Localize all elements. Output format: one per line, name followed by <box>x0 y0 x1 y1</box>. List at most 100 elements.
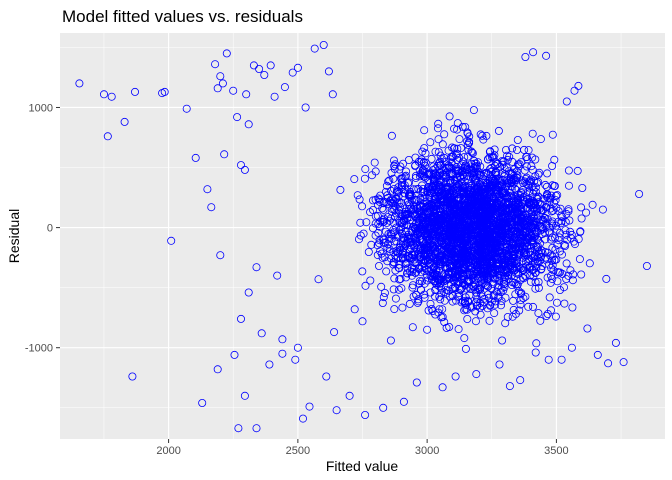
data-point <box>513 202 522 211</box>
data-point <box>573 166 582 175</box>
data-point <box>485 153 494 162</box>
data-point <box>417 181 426 190</box>
data-point <box>386 336 395 345</box>
data-point <box>371 167 380 176</box>
data-point <box>377 282 386 291</box>
data-point <box>526 262 535 271</box>
data-point <box>535 249 544 258</box>
data-point <box>486 203 495 212</box>
data-point <box>434 171 443 180</box>
data-point <box>427 154 436 163</box>
x-tick-label: 3500 <box>544 445 568 457</box>
data-point <box>522 214 531 223</box>
data-point <box>467 259 476 268</box>
data-point <box>550 256 559 265</box>
data-point <box>410 195 419 204</box>
data-point <box>435 218 444 227</box>
data-point <box>532 242 541 251</box>
data-point <box>429 242 438 251</box>
data-point <box>474 286 483 295</box>
data-point <box>490 274 499 283</box>
data-point <box>477 193 486 202</box>
data-point <box>378 218 387 227</box>
data-point <box>413 240 422 249</box>
data-point <box>494 126 503 135</box>
data-point <box>431 286 440 295</box>
data-point <box>485 264 494 273</box>
data-point <box>354 235 363 244</box>
data-point <box>536 316 545 325</box>
data-point <box>537 206 546 215</box>
data-point <box>503 151 512 160</box>
data-point <box>280 83 289 92</box>
data-point <box>521 215 530 224</box>
data-point <box>361 281 370 290</box>
data-point <box>560 283 569 292</box>
data-point <box>470 156 479 165</box>
data-point <box>213 365 222 374</box>
data-point <box>265 360 274 369</box>
data-point <box>336 185 345 194</box>
data-point <box>420 290 429 299</box>
data-point <box>514 208 523 217</box>
data-point <box>463 276 472 285</box>
data-point <box>452 203 461 212</box>
data-point <box>512 258 521 267</box>
data-point <box>528 165 537 174</box>
data-point <box>451 372 460 381</box>
data-point <box>501 239 510 248</box>
data-point <box>438 383 447 392</box>
data-point <box>454 218 463 227</box>
data-point <box>505 261 514 270</box>
data-point <box>498 336 507 345</box>
data-point <box>456 227 465 236</box>
data-point <box>582 208 591 217</box>
data-point <box>487 168 496 177</box>
data-point <box>445 223 454 232</box>
data-point <box>481 271 490 280</box>
data-point <box>520 166 529 175</box>
data-point <box>431 254 440 263</box>
data-point <box>421 149 430 158</box>
data-point <box>128 372 137 381</box>
data-point <box>405 201 414 210</box>
data-point <box>240 391 249 400</box>
x-tick-label: 2000 <box>156 445 180 457</box>
data-point <box>441 255 450 264</box>
data-point <box>522 162 531 171</box>
data-point <box>478 131 487 140</box>
data-point <box>577 270 586 279</box>
data-point <box>480 244 489 253</box>
data-point <box>412 259 421 268</box>
data-point <box>493 159 502 168</box>
data-point <box>448 297 457 306</box>
data-point <box>453 125 462 134</box>
data-point <box>511 194 520 203</box>
data-point <box>499 286 508 295</box>
data-point <box>569 270 578 279</box>
data-point <box>386 214 395 223</box>
data-point <box>291 355 300 364</box>
data-point <box>556 204 565 213</box>
data-point <box>516 296 525 305</box>
data-point <box>445 112 454 121</box>
data-point <box>236 314 245 323</box>
data-point <box>529 189 538 198</box>
data-point <box>240 165 249 174</box>
data-point <box>519 193 528 202</box>
data-point <box>255 65 264 74</box>
data-point <box>236 161 245 170</box>
data-point <box>484 182 493 191</box>
data-point <box>521 53 530 62</box>
data-point <box>551 196 560 205</box>
data-point <box>305 402 314 411</box>
data-point <box>358 267 367 276</box>
data-point <box>120 117 129 126</box>
data-point <box>244 120 253 129</box>
data-point <box>537 264 546 273</box>
data-point <box>451 211 460 220</box>
data-point <box>382 181 391 190</box>
data-point <box>383 243 392 252</box>
data-point <box>526 277 535 286</box>
data-point <box>495 267 504 276</box>
